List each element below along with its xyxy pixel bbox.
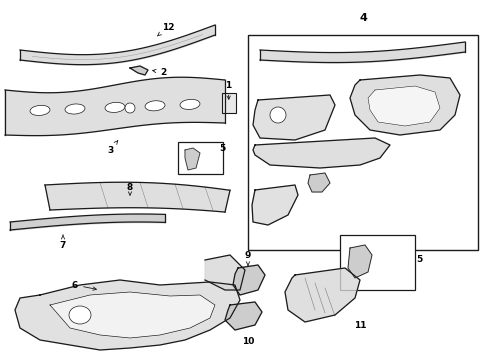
Text: 5: 5 (416, 256, 422, 265)
Polygon shape (252, 185, 298, 225)
Text: 11: 11 (354, 320, 366, 329)
Polygon shape (50, 292, 215, 338)
Text: 6: 6 (72, 280, 97, 290)
Polygon shape (205, 255, 245, 290)
Text: 3: 3 (107, 141, 118, 154)
Polygon shape (285, 268, 360, 322)
Polygon shape (368, 86, 440, 126)
Text: 4: 4 (359, 13, 367, 23)
Ellipse shape (180, 99, 200, 109)
Polygon shape (225, 302, 262, 330)
Polygon shape (185, 148, 200, 170)
Text: 2: 2 (153, 68, 166, 77)
Ellipse shape (69, 306, 91, 324)
Polygon shape (5, 77, 225, 136)
Polygon shape (253, 138, 390, 168)
Bar (340, 235, 415, 290)
Polygon shape (233, 265, 265, 295)
Polygon shape (308, 173, 330, 192)
Ellipse shape (65, 104, 85, 114)
Text: 8: 8 (127, 183, 133, 195)
Polygon shape (350, 75, 460, 135)
Polygon shape (348, 245, 372, 278)
Text: 7: 7 (60, 235, 66, 249)
Polygon shape (45, 182, 230, 212)
Polygon shape (15, 280, 240, 350)
Text: 9: 9 (245, 251, 251, 265)
Circle shape (270, 107, 286, 123)
Polygon shape (253, 95, 335, 140)
Text: 5: 5 (219, 144, 225, 153)
Ellipse shape (30, 105, 50, 116)
Ellipse shape (145, 101, 165, 111)
Polygon shape (130, 66, 148, 75)
Text: 10: 10 (242, 338, 254, 346)
Ellipse shape (105, 102, 125, 112)
Circle shape (125, 103, 135, 113)
Text: 12: 12 (157, 23, 174, 36)
Bar (178, 142, 223, 174)
Text: 1: 1 (225, 81, 231, 99)
Bar (248, 35, 478, 250)
Bar (222, 93, 236, 113)
